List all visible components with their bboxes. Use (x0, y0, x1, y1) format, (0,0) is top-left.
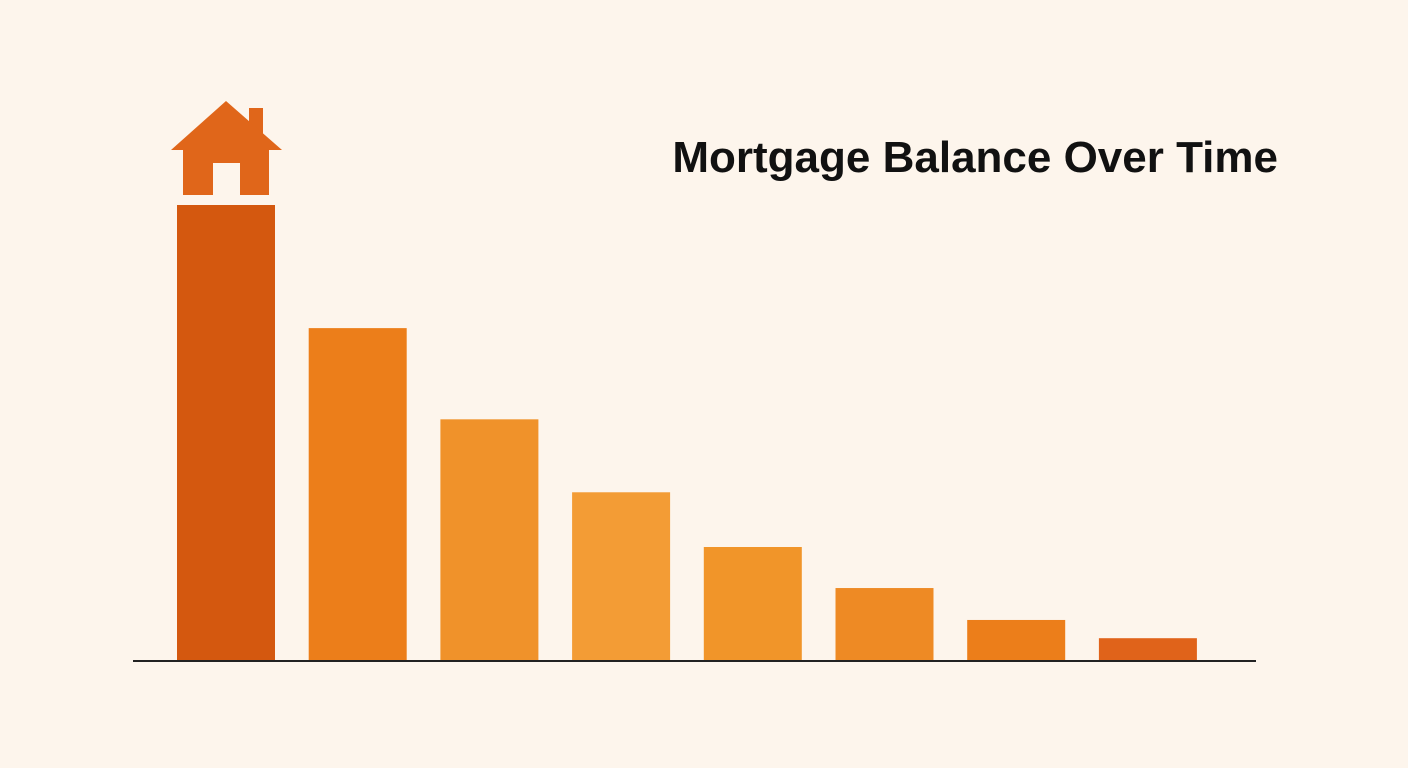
door (213, 163, 240, 195)
bar (703, 547, 802, 661)
bar (440, 419, 539, 661)
bar (1098, 638, 1197, 661)
bar (177, 205, 275, 661)
house-icon (171, 101, 282, 195)
bar (835, 588, 934, 661)
bar (308, 328, 407, 661)
chart-title: Mortgage Balance Over Time (672, 133, 1278, 182)
bar (967, 619, 1066, 661)
roof (171, 101, 282, 150)
bar (572, 492, 671, 661)
